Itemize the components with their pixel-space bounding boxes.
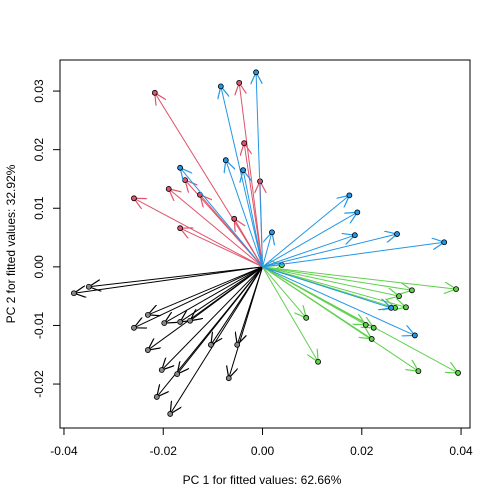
point [158, 367, 165, 373]
point [388, 304, 394, 311]
arrow [243, 170, 264, 267]
arrow [262, 266, 406, 307]
point [240, 167, 247, 174]
point [167, 411, 174, 417]
x-tick-label: -0.04 [50, 444, 78, 458]
point [131, 195, 137, 202]
point [455, 370, 461, 376]
point [70, 290, 77, 297]
point [177, 225, 184, 232]
point [161, 320, 168, 327]
point [153, 394, 160, 400]
point [278, 262, 285, 268]
point [131, 324, 137, 331]
point [453, 286, 460, 293]
x-tick-label: 0.02 [350, 444, 374, 458]
arrow [244, 143, 264, 267]
point [346, 192, 353, 199]
x-tick-label: 0.00 [251, 444, 275, 458]
point [303, 314, 310, 321]
point [231, 215, 238, 222]
arrow [262, 212, 358, 268]
arrow [262, 235, 355, 268]
point [174, 371, 181, 377]
point [253, 69, 259, 76]
point [177, 164, 184, 171]
point [234, 341, 241, 348]
arrow [262, 242, 445, 268]
arrow [226, 160, 263, 268]
arrow [162, 266, 263, 370]
arrow [262, 266, 419, 371]
point [225, 375, 232, 382]
arrow [170, 266, 263, 414]
arrow [262, 266, 415, 336]
arrow [148, 266, 263, 315]
arrow [221, 86, 264, 267]
point [362, 321, 369, 328]
arrow [262, 266, 459, 373]
point [370, 324, 377, 331]
arrow [169, 189, 263, 268]
point [403, 304, 409, 311]
y-tick-label: 0.03 [32, 79, 46, 103]
arrow [262, 234, 398, 268]
x-axis-label: PC 1 for fitted values: 62.66% [183, 473, 342, 487]
point [315, 358, 322, 365]
point [144, 347, 151, 353]
point [85, 283, 92, 290]
y-tick-label: -0.01 [32, 311, 46, 339]
arrow [262, 266, 457, 289]
x-tick-label: 0.04 [449, 444, 473, 458]
point [354, 209, 361, 216]
point [165, 186, 172, 192]
y-tick-label: -0.02 [32, 370, 46, 398]
arrow [155, 93, 263, 268]
point [269, 229, 275, 236]
point [182, 177, 188, 184]
arrow [157, 266, 263, 397]
arrow [262, 266, 400, 296]
arrow [180, 228, 263, 268]
point [396, 293, 402, 300]
x-tick-label: -0.02 [150, 444, 178, 458]
arrow [74, 266, 263, 293]
arrow [234, 219, 263, 268]
point [441, 239, 448, 246]
plot-frame [59, 59, 471, 429]
point [412, 332, 418, 339]
point [409, 287, 415, 294]
point [144, 312, 151, 318]
arrow [229, 266, 263, 378]
y-tick-label: 0.02 [32, 138, 46, 162]
point [217, 83, 224, 90]
y-tick-label: 0.01 [32, 196, 46, 220]
arrow [262, 232, 272, 267]
arrow [262, 266, 412, 290]
point [187, 317, 193, 324]
arrow [134, 198, 263, 268]
arrow [262, 266, 319, 362]
point [415, 368, 422, 375]
arrow [256, 72, 264, 267]
point [151, 89, 158, 96]
arrow [262, 266, 392, 308]
arrow [262, 195, 350, 268]
arrow [262, 266, 307, 318]
point [368, 336, 375, 342]
arrow [190, 266, 263, 321]
point [207, 341, 214, 348]
point [222, 157, 229, 164]
point [394, 231, 400, 237]
y-axis-label: PC 2 for fitted values: 32.92% [4, 164, 18, 323]
point [241, 140, 248, 147]
point [351, 232, 358, 239]
y-tick-label: 0.00 [32, 255, 46, 279]
arrow [89, 266, 263, 287]
point [236, 79, 243, 86]
arrow [134, 266, 263, 328]
point [177, 319, 184, 325]
arrow [180, 168, 263, 268]
